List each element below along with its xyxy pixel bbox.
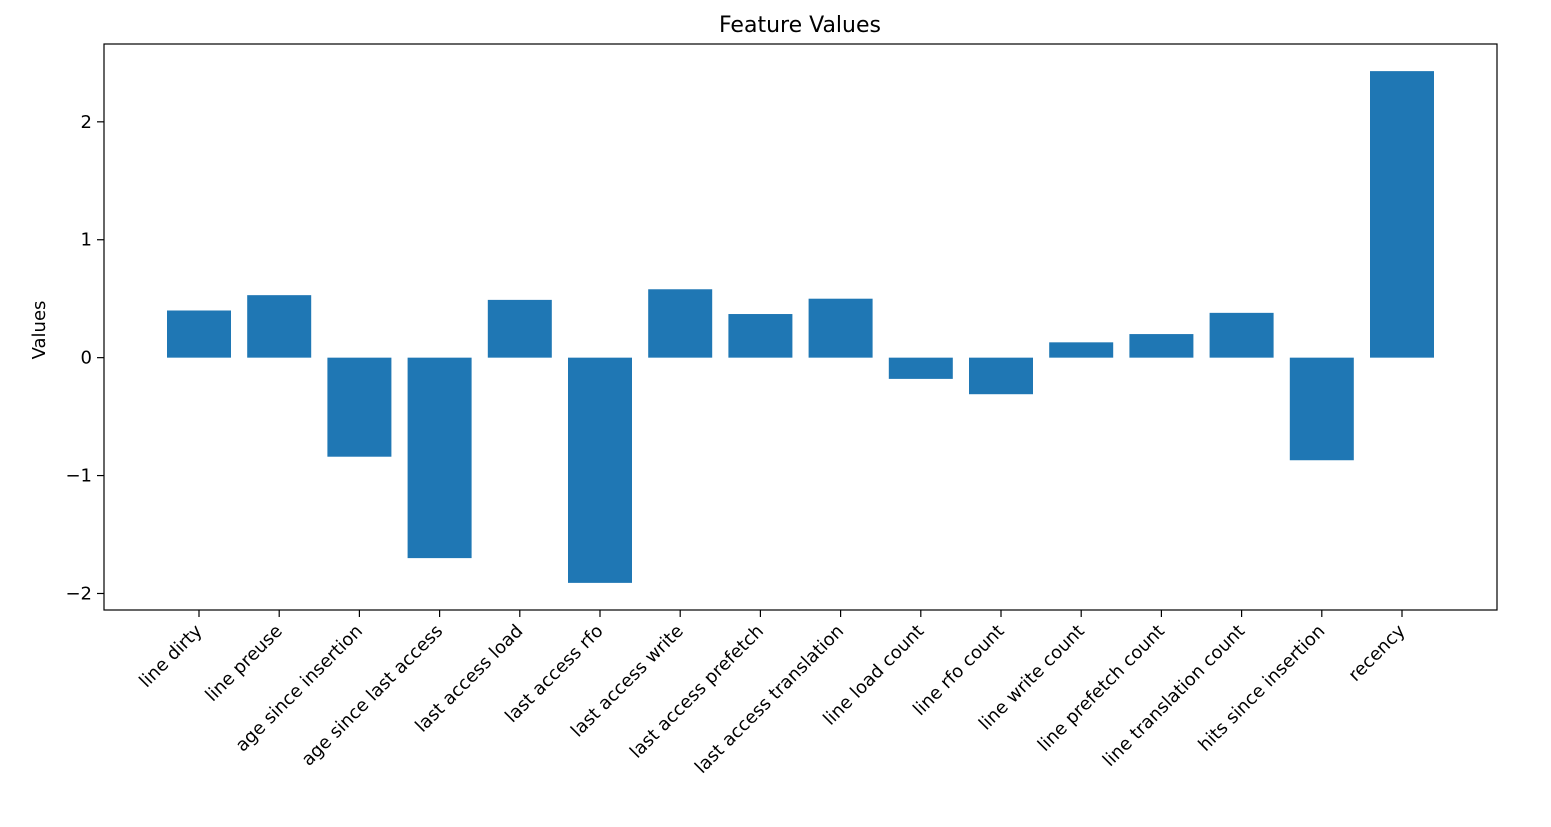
x-tick-label: last access prefetch xyxy=(626,621,768,763)
bar-age-since-last-access xyxy=(407,357,472,559)
bar-hits-since-insertion xyxy=(1289,357,1354,461)
y-tick-label: 2 xyxy=(81,112,92,133)
bar-line-preuse xyxy=(247,295,312,358)
y-axis: 2 1 0 −1 −2 xyxy=(65,112,104,604)
bar-line-dirty xyxy=(167,310,231,358)
bar-last-access-prefetch xyxy=(728,314,793,358)
x-tick-label: line translation count xyxy=(1099,621,1249,771)
y-tick-label: −2 xyxy=(65,583,92,604)
y-axis-label: Values xyxy=(29,301,50,360)
x-tick-label: line dirty xyxy=(135,620,206,691)
x-tick-label: age since last access xyxy=(298,621,448,771)
bar-last-access-load xyxy=(487,299,552,358)
y-tick-label: −1 xyxy=(65,466,92,487)
bar-last-access-translation xyxy=(808,298,873,358)
bar-line-translation-count xyxy=(1209,312,1274,358)
bar-line-load-count xyxy=(888,357,953,379)
bar-last-access-rfo xyxy=(568,357,632,583)
chart-title: Feature Values xyxy=(719,13,881,38)
x-tick-label: last access translation xyxy=(691,621,848,778)
y-tick-label: 0 xyxy=(81,348,92,369)
bars-group xyxy=(167,71,1434,583)
bar-age-since-insertion xyxy=(327,357,392,457)
y-tick-label: 1 xyxy=(81,230,92,251)
bar-recency xyxy=(1370,71,1434,358)
x-tick-label: line preuse xyxy=(201,621,286,706)
bar-line-write-count xyxy=(1049,342,1114,358)
plot-frame xyxy=(103,43,1498,611)
bar-last-access-write xyxy=(648,289,713,358)
bar-line-prefetch-count xyxy=(1129,334,1194,358)
x-tick-label: recency xyxy=(1344,620,1409,685)
bar-line-rfo-count xyxy=(969,357,1033,395)
